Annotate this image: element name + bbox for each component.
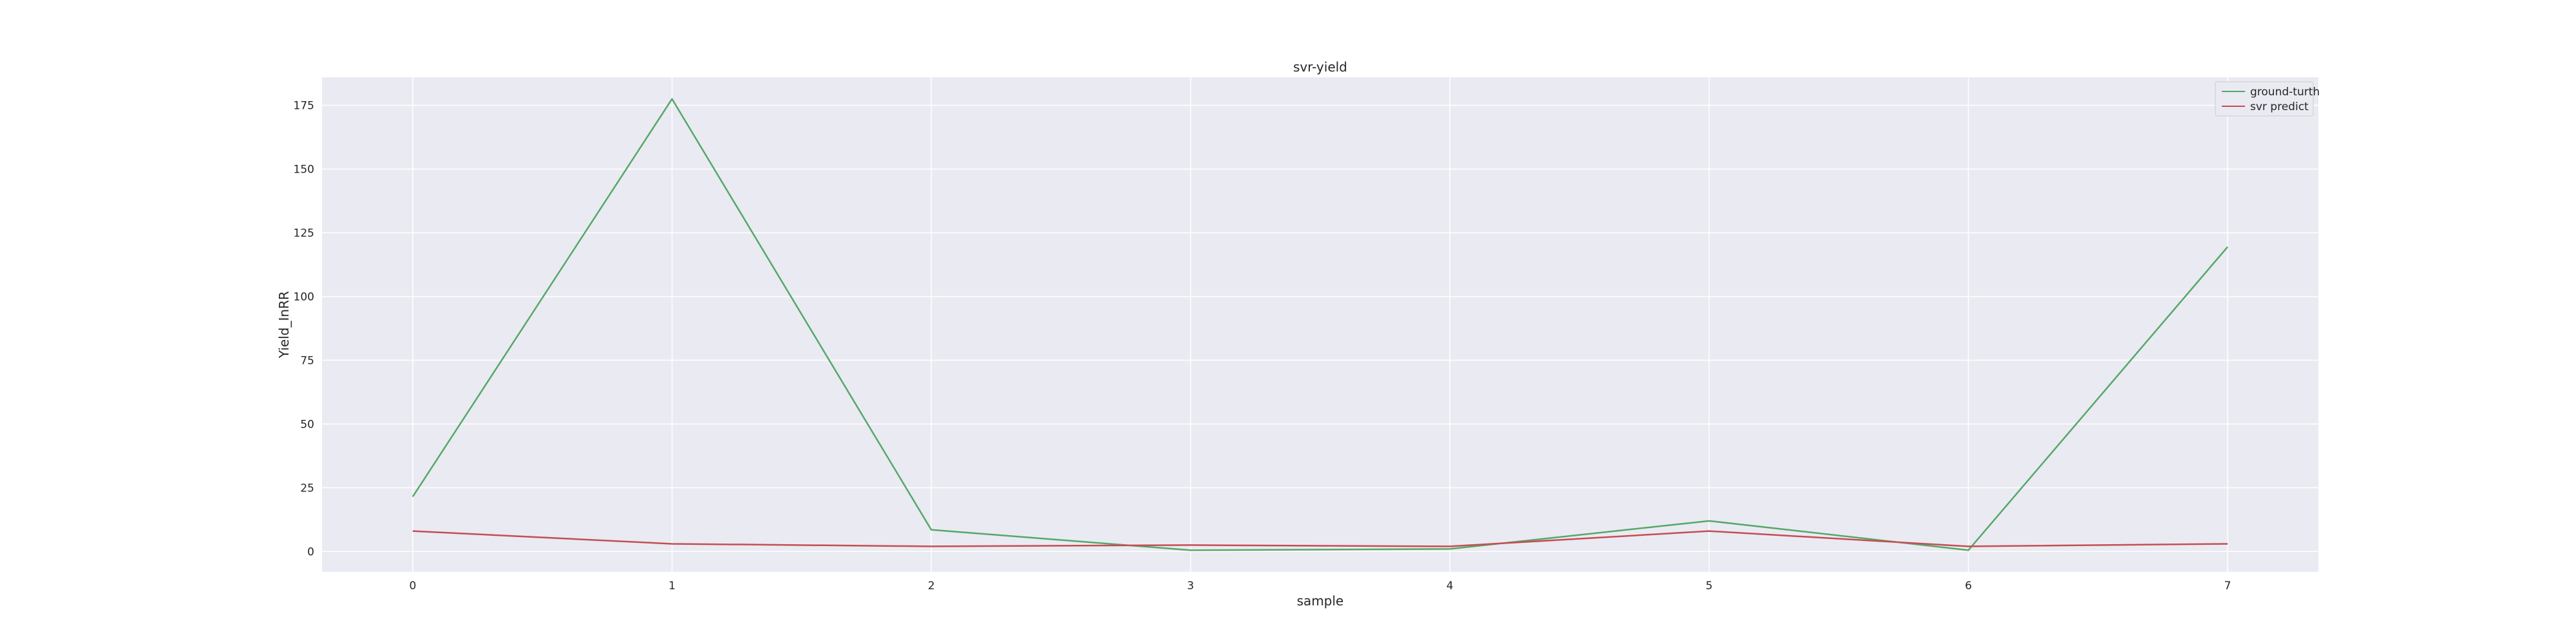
x-tick-label: 4 bbox=[1446, 580, 1454, 592]
y-axis-label: Yield_InRR bbox=[276, 291, 292, 359]
chart-title: svr-yield bbox=[1293, 59, 1347, 75]
series-lines bbox=[412, 98, 2229, 551]
x-tick-label: 5 bbox=[1705, 580, 1712, 592]
series-line-ground-turth bbox=[412, 98, 2229, 551]
y-tick-label: 0 bbox=[307, 545, 314, 558]
y-tick-label: 175 bbox=[294, 100, 314, 113]
y-tick-label: 125 bbox=[294, 227, 314, 240]
x-tick-label: 7 bbox=[2224, 580, 2231, 592]
y-tick-label: 75 bbox=[300, 354, 314, 367]
legend-box bbox=[2215, 81, 2314, 117]
y-gridlines bbox=[322, 104, 2318, 553]
legend-label-ground-turth: ground-turth bbox=[2250, 86, 2320, 99]
x-tick-label: 2 bbox=[928, 580, 935, 592]
x-tick-labels: 0 1 2 3 4 5 6 7 bbox=[409, 580, 2231, 592]
legend: ground-turth svr predict bbox=[2215, 81, 2320, 117]
x-gridlines bbox=[412, 77, 2228, 572]
plot-area bbox=[322, 77, 2318, 572]
y-tick-labels: 0 25 50 75 100 125 150 175 bbox=[294, 100, 314, 559]
x-axis-label: sample bbox=[1297, 593, 1344, 609]
y-tick-label: 25 bbox=[300, 482, 314, 495]
y-tick-label: 150 bbox=[294, 164, 314, 176]
x-tick-label: 6 bbox=[1965, 580, 1972, 592]
x-tick-label: 1 bbox=[668, 580, 676, 592]
legend-label-svr-predict: svr predict bbox=[2250, 100, 2309, 113]
series-line-svr-predict bbox=[412, 530, 2228, 547]
y-tick-label: 50 bbox=[300, 418, 314, 431]
x-tick-label: 0 bbox=[409, 580, 416, 592]
x-tick-label: 3 bbox=[1187, 580, 1194, 592]
y-tick-label: 100 bbox=[294, 290, 314, 303]
